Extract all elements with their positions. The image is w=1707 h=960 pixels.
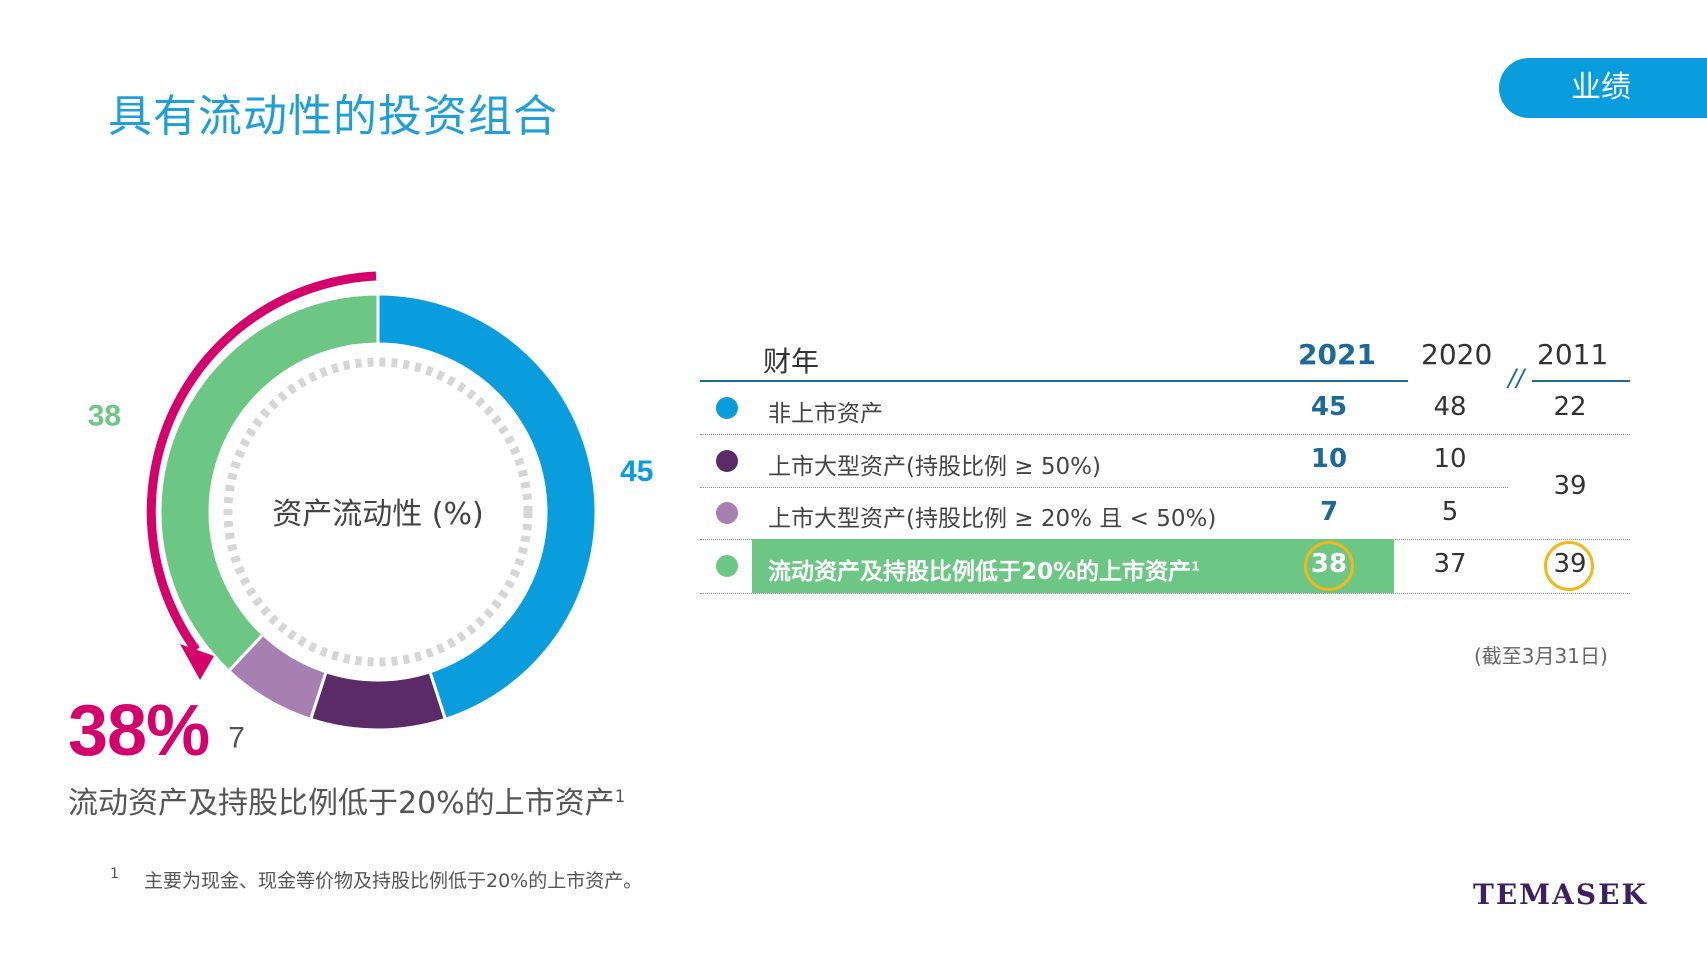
callout-caption: 流动资产及持股比例低于20%的上市资产1 (68, 786, 626, 821)
table-bottom-rule (700, 593, 1630, 594)
table-header-2021: 2021 (1298, 338, 1376, 371)
chart-center-title: 资产流动性 (%) (272, 497, 483, 532)
donut-slice (158, 292, 380, 674)
donut-slice (308, 669, 448, 732)
row-label-unlisted: 非上市资产 (768, 401, 883, 427)
slice-value-label: 45 (620, 455, 653, 488)
liquid-row-highlight (752, 539, 1394, 593)
section-tab[interactable]: 业绩 (1499, 58, 1707, 118)
donut-chart: 资产流动性 (%) 4510738 (88, 271, 654, 755)
legend-dot-unlisted (716, 397, 738, 419)
axis-break-mark: // (1508, 364, 1525, 392)
highlight-ring-2011 (1544, 541, 1594, 591)
legend-dot-liquid (716, 555, 738, 577)
header-rule-left (700, 380, 1408, 382)
donut-segments (158, 292, 598, 732)
table-header-label: 财年 (763, 345, 820, 378)
row-large-20-2020: 5 (1441, 497, 1459, 527)
liquidity-arrow (146, 271, 377, 653)
slice-value-label: 38 (88, 400, 121, 433)
temasek-logo: TEMASEK (1473, 878, 1648, 911)
row-label-liquid: 流动资产及持股比例低于20%的上市资产1 (768, 558, 1200, 585)
row-large-20-2021: 7 (1319, 497, 1339, 527)
table-header-2011: 2011 (1537, 338, 1609, 371)
row-label-large-20: 上市大型资产(持股比例 ≥ 20% 且 < 50%) (768, 506, 1217, 532)
callout-value: 38% (68, 691, 210, 771)
merged-2011-value: 39 (1553, 471, 1587, 501)
row-liquid-2020: 37 (1433, 549, 1467, 579)
footnote-number: 1 (110, 866, 119, 882)
table-header-2020: 2020 (1421, 338, 1493, 371)
row-unlisted-2021: 45 (1310, 392, 1348, 422)
row-liquid-2011: 39 (1553, 549, 1587, 579)
row-label-large-50: 上市大型资产(持股比例 ≥ 50%) (768, 454, 1101, 480)
row-divider (700, 434, 1630, 435)
row-liquid-2021: 38 (1310, 549, 1348, 579)
row-divider (700, 487, 1508, 488)
footnote-text: 主要为现金、现金等价物及持股比例低于20%的上市资产。 (144, 870, 643, 892)
row-large-50-2021: 10 (1310, 444, 1348, 474)
donut-slice (376, 292, 598, 722)
page-title: 具有流动性的投资组合 (108, 91, 558, 142)
slice-labels: 4510738 (88, 400, 654, 755)
liquidity-arrow-head (180, 644, 214, 680)
legend-dot-large-50 (716, 450, 738, 472)
highlight-ring-2021 (1304, 541, 1354, 591)
legend-dot-large-20 (716, 502, 738, 524)
row-large-50-2020: 10 (1433, 444, 1467, 474)
as-of-note: (截至3月31日) (1474, 644, 1608, 668)
header-rule-right (1532, 380, 1630, 382)
row-unlisted-2020: 48 (1433, 392, 1467, 422)
row-unlisted-2011: 22 (1553, 392, 1587, 422)
slice-value-label: 7 (228, 722, 245, 755)
inner-dashed-ring (223, 357, 533, 667)
